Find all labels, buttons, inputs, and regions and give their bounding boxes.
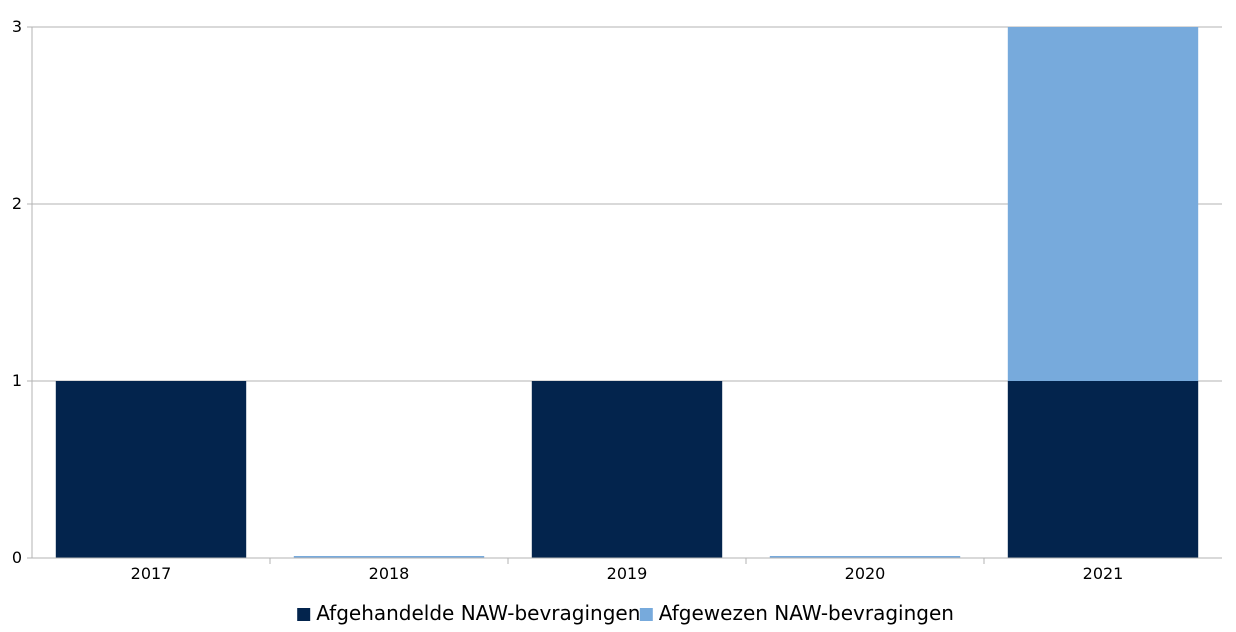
axes: 0 1 2 3 2017 2018 2019 2020 2021	[12, 17, 1222, 583]
bar-2020-zero	[769, 556, 961, 558]
x-tick-label: 2021	[1083, 564, 1124, 583]
legend-item-1: Afgehandelde NAW-bevragingen	[297, 601, 640, 625]
legend-swatch	[639, 608, 653, 621]
x-tick-label: 2017	[131, 564, 172, 583]
y-tick-label: 3	[12, 17, 22, 36]
legend-swatch	[297, 608, 311, 621]
bar-2017-series-1	[55, 381, 247, 558]
y-tick-label: 0	[12, 548, 22, 567]
bars	[55, 27, 1199, 558]
bar-2019-series-1	[531, 381, 723, 558]
legend-label: Afgehandelde NAW-bevragingen	[316, 601, 640, 625]
legend-label: Afgewezen NAW-bevragingen	[659, 601, 954, 625]
bar-2021-series-1	[1007, 381, 1199, 558]
bar-2021-series-2	[1007, 27, 1199, 381]
bar-2018-zero	[293, 556, 485, 558]
x-tick-label: 2018	[369, 564, 410, 583]
x-tick-label: 2019	[607, 564, 648, 583]
y-tick-label: 2	[12, 194, 22, 213]
x-tick-label: 2020	[845, 564, 886, 583]
legend-item-2: Afgewezen NAW-bevragingen	[639, 601, 954, 625]
y-tick-label: 1	[12, 371, 22, 390]
legend: Afgehandelde NAW-bevragingen Afgewezen NA…	[297, 601, 954, 625]
